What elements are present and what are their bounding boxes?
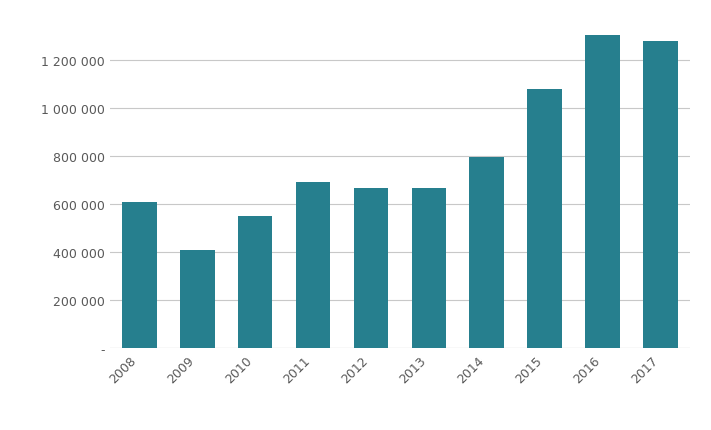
- Bar: [643, 42, 678, 348]
- Bar: [237, 217, 272, 348]
- Bar: [528, 89, 562, 348]
- Bar: [412, 188, 447, 348]
- Bar: [180, 250, 215, 348]
- Bar: [469, 158, 504, 348]
- Bar: [122, 202, 156, 348]
- Bar: [353, 189, 388, 348]
- Bar: [585, 36, 620, 348]
- Bar: [296, 183, 331, 348]
